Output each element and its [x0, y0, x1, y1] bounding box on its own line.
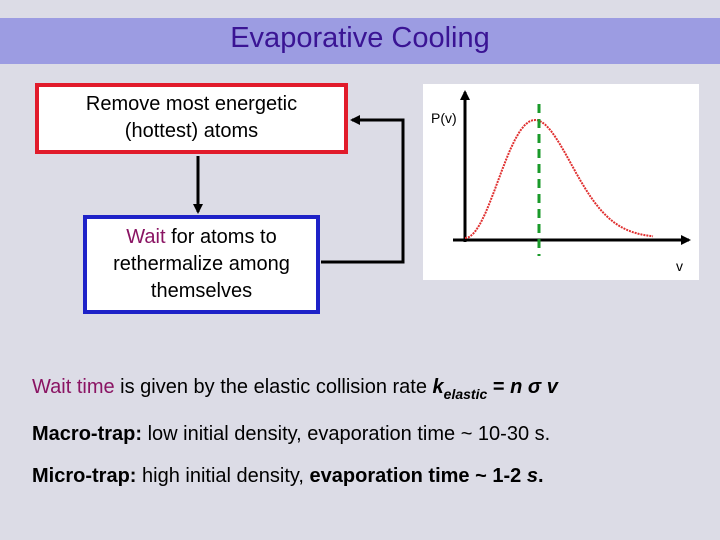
statement-text: is given by the elastic collision rate — [114, 376, 433, 398]
micro-trap-line: Micro-trap: high initial density, evapor… — [32, 465, 544, 488]
micro-trap-text: high initial density, — [136, 465, 310, 487]
sigma-symbol: σ — [527, 376, 542, 398]
micro-trap-period: . — [537, 465, 544, 487]
remove-line-1: Remove most energetic — [85, 93, 298, 115]
k-subscript: elastic — [443, 386, 488, 402]
slide-title: Evaporative Cooling — [230, 22, 490, 54]
v-symbol: v — [546, 376, 558, 398]
micro-trap-bold: evaporation time ~ 1-2 — [309, 465, 527, 487]
k-symbol: k — [432, 376, 444, 398]
macro-trap-text: low initial density, evaporation time ~ … — [142, 423, 551, 445]
n-symbol: n — [510, 376, 523, 398]
wait-rethermalize-box: Wait for atoms to rethermalize among the… — [83, 215, 320, 314]
plot-y-label: P(v) — [431, 110, 457, 126]
macro-trap-label: Macro-trap: — [32, 423, 143, 445]
micro-trap-label: Micro-trap: — [32, 465, 137, 487]
plot-x-label: v — [676, 258, 683, 274]
micro-trap-s: s — [526, 465, 538, 487]
remove-line-2: (hottest) atoms — [124, 120, 259, 142]
title-bar — [0, 18, 720, 64]
wait-line-1: Wait for atoms to — [87, 224, 316, 251]
distribution-plot — [423, 84, 699, 280]
maxwell-boltzmann-curve — [464, 118, 654, 239]
wait-time-phrase: Wait time — [32, 376, 115, 398]
equals-sign: = — [487, 376, 511, 398]
plot-svg — [453, 90, 691, 256]
wait-time-statement: Wait time is given by the elastic collis… — [32, 376, 558, 402]
remove-atoms-box: Remove most energetic (hottest) atoms — [35, 83, 348, 154]
wait-word: Wait — [126, 226, 166, 248]
wait-line-2: rethermalize among — [113, 253, 290, 275]
wait-line-3: themselves — [150, 280, 253, 302]
macro-trap-line: Macro-trap: low initial density, evapora… — [32, 423, 550, 446]
wait-line-1-rest: for atoms to — [165, 226, 277, 248]
